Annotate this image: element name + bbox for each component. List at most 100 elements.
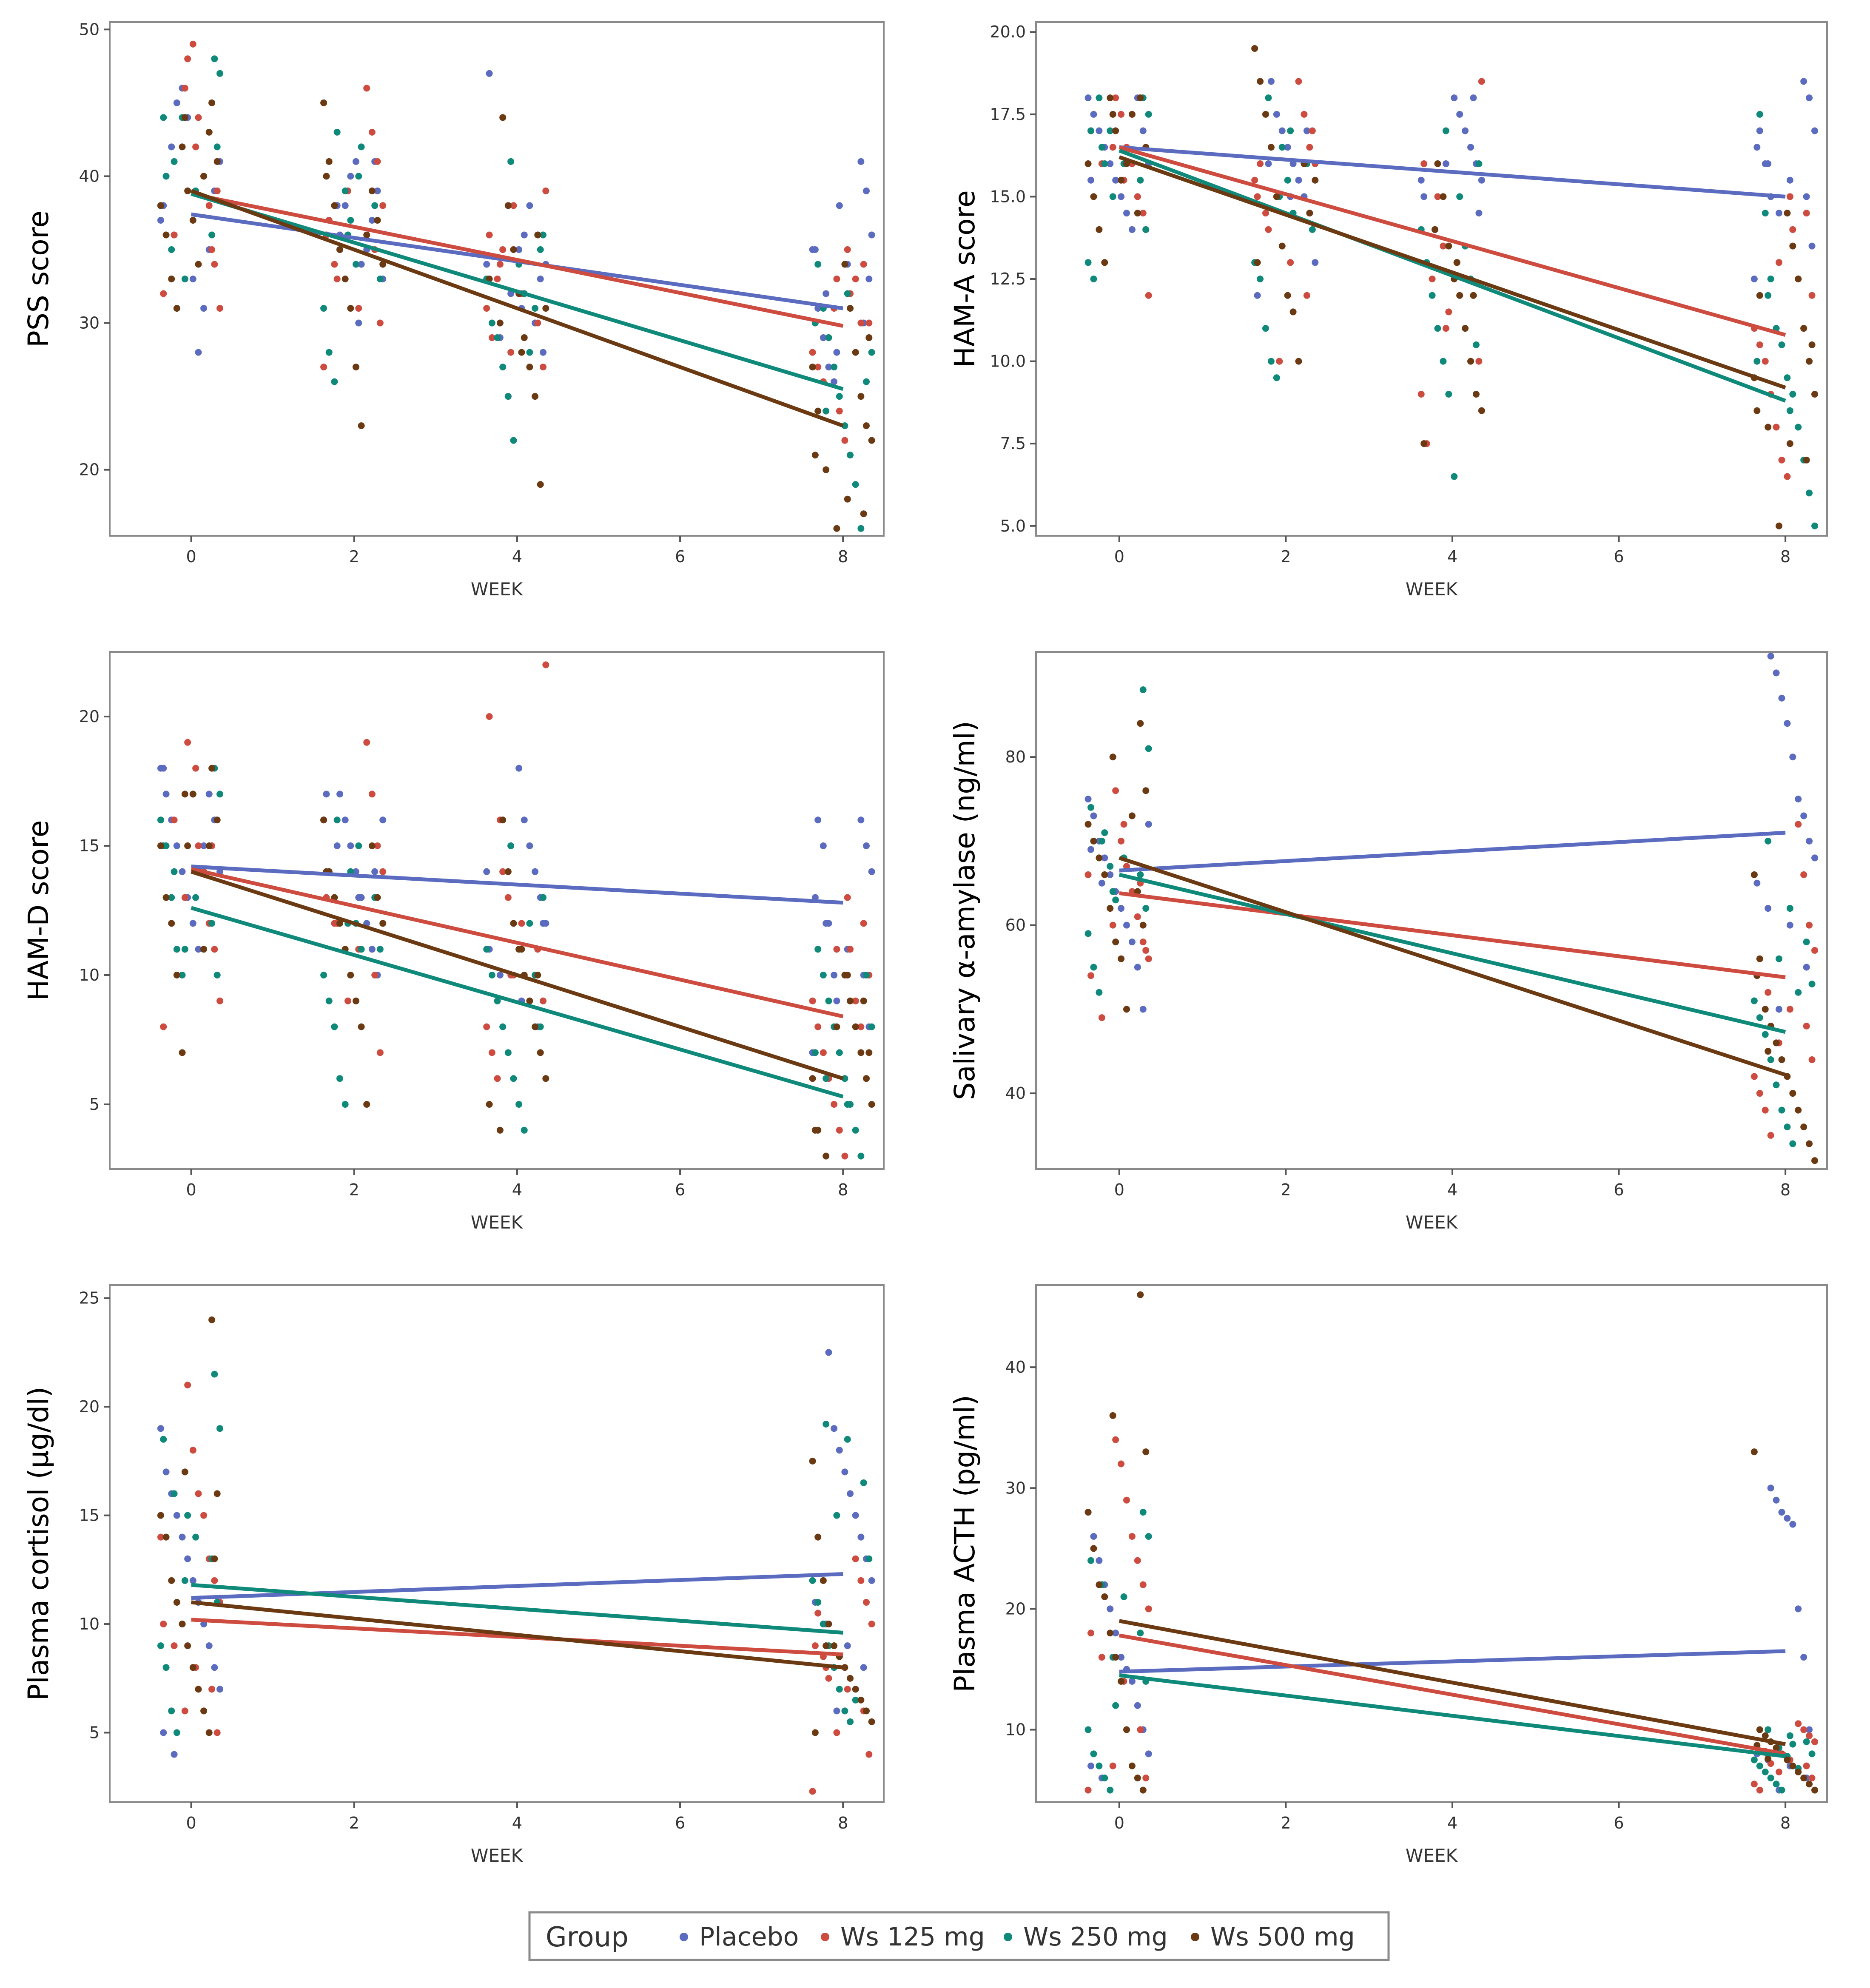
data-point xyxy=(1795,1768,1802,1775)
data-point xyxy=(811,1729,819,1736)
data-point xyxy=(1795,1106,1802,1114)
data-point xyxy=(1786,176,1793,184)
fit-line-4 xyxy=(1119,856,1786,1077)
data-point xyxy=(184,1642,191,1650)
x-tick-label: 4 xyxy=(1447,547,1457,566)
data-point xyxy=(847,997,854,1004)
data-point xyxy=(189,920,196,927)
data-point xyxy=(1137,720,1144,727)
data-point xyxy=(179,972,186,978)
data-point xyxy=(526,349,533,356)
fit-line-3 xyxy=(191,906,844,1099)
panel-5: 5 10 15 20 25 0 2 4 6 8 WEEK Plasma cortisol (µg/dl… xyxy=(22,1284,885,1866)
y-tick-label: 17.5 xyxy=(990,105,1026,124)
data-point xyxy=(868,437,875,444)
panel-3: 5 10 15 20 0 2 4 6 8 WEEK HAM-D score xyxy=(22,651,885,1233)
data-point xyxy=(496,261,504,268)
data-point xyxy=(1456,111,1463,118)
data-point xyxy=(355,319,362,327)
data-point xyxy=(1101,829,1108,836)
data-point xyxy=(173,305,180,312)
data-point xyxy=(507,349,515,356)
data-point xyxy=(336,1075,344,1082)
data-point xyxy=(863,1598,870,1606)
data-point xyxy=(179,143,186,151)
data-point xyxy=(1417,176,1425,184)
data-point xyxy=(1309,226,1316,233)
data-point xyxy=(857,158,865,165)
data-point xyxy=(868,231,875,239)
data-point xyxy=(1265,160,1272,167)
data-point xyxy=(1145,745,1152,752)
legend-marker xyxy=(1004,1933,1012,1941)
data-point xyxy=(532,305,539,312)
data-point xyxy=(1803,210,1810,217)
data-point xyxy=(374,894,381,901)
legend-label: Ws 125 mg xyxy=(840,1922,985,1952)
data-point xyxy=(1096,989,1103,996)
data-point xyxy=(1123,1006,1130,1013)
data-point xyxy=(1107,905,1114,912)
data-point xyxy=(868,1101,875,1108)
data-point xyxy=(160,114,167,121)
fit-line-4 xyxy=(191,1600,843,1669)
x-tick-label: 8 xyxy=(1780,547,1790,566)
data-point xyxy=(847,1718,854,1725)
data-point xyxy=(347,216,354,224)
data-point xyxy=(216,791,224,798)
data-point xyxy=(1112,94,1119,102)
data-point xyxy=(1101,854,1108,862)
data-point xyxy=(1109,754,1116,761)
data-point xyxy=(160,1436,167,1443)
plot-frame xyxy=(1035,1284,1828,1803)
data-point xyxy=(325,997,333,1004)
data-point xyxy=(1112,1702,1119,1709)
data-point xyxy=(1808,341,1816,348)
data-point xyxy=(1087,1762,1095,1769)
data-point xyxy=(831,1425,838,1432)
data-point xyxy=(211,261,218,268)
y-axis-title: Salivary α-amylase (ng/ml) xyxy=(948,721,981,1100)
data-point xyxy=(863,972,870,978)
data-point xyxy=(213,143,221,151)
legend-item: Placebo xyxy=(680,1922,799,1952)
data-point xyxy=(1440,193,1447,200)
data-point xyxy=(162,791,170,798)
data-point xyxy=(1808,1750,1816,1758)
data-point xyxy=(820,334,827,341)
data-point xyxy=(1756,292,1763,299)
data-point xyxy=(371,202,379,209)
data-point xyxy=(157,1512,164,1519)
data-point xyxy=(211,1577,218,1584)
x-tick-label: 4 xyxy=(1447,1180,1457,1199)
data-point xyxy=(499,114,507,121)
data-point xyxy=(1811,391,1819,398)
data-points xyxy=(1084,652,1819,1164)
fit-line-3 xyxy=(191,1583,843,1635)
data-point xyxy=(857,319,865,327)
data-point xyxy=(1795,821,1802,828)
data-point xyxy=(168,894,175,901)
y-tick-label: 15 xyxy=(79,1506,100,1525)
fit-line-3 xyxy=(1119,873,1786,1034)
data-point xyxy=(488,972,495,978)
data-point xyxy=(1107,871,1114,878)
data-point xyxy=(809,246,816,253)
data-point xyxy=(157,202,164,209)
data-point xyxy=(823,290,830,297)
data-point xyxy=(1462,325,1469,332)
data-point xyxy=(1137,94,1144,102)
data-point xyxy=(860,1479,867,1486)
data-point xyxy=(1090,1750,1097,1758)
data-point xyxy=(496,319,504,327)
data-point xyxy=(368,216,376,224)
data-point xyxy=(211,55,218,63)
data-point xyxy=(1137,871,1144,878)
data-point xyxy=(825,364,832,371)
data-point xyxy=(1786,440,1793,447)
data-point xyxy=(540,364,547,371)
data-point xyxy=(205,842,213,849)
data-point xyxy=(1753,407,1761,414)
data-point xyxy=(1254,259,1261,266)
x-tick-label: 2 xyxy=(349,547,359,566)
